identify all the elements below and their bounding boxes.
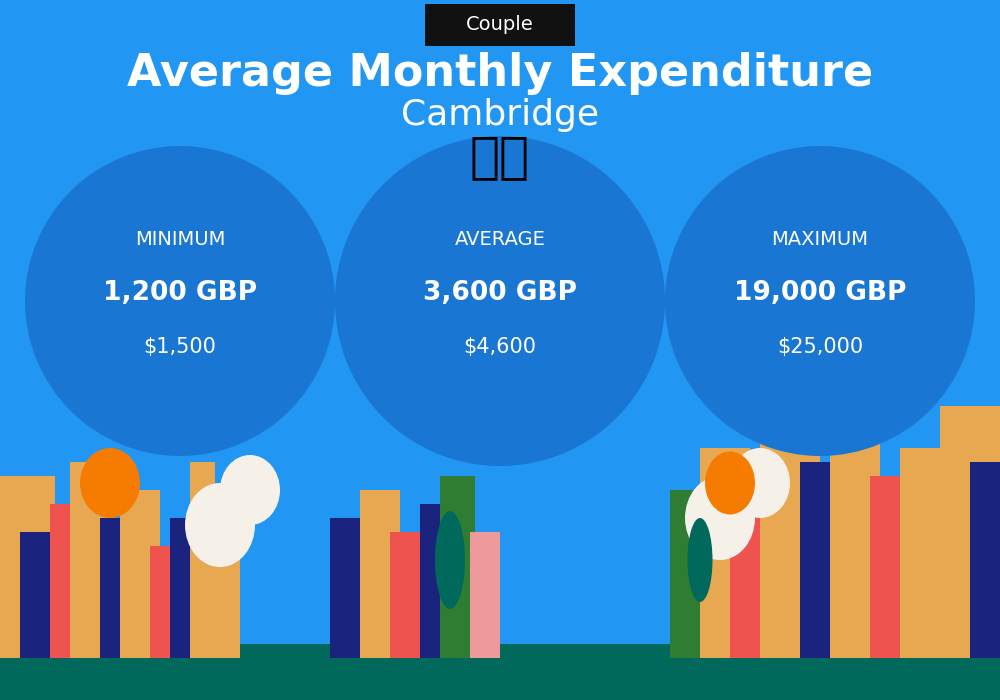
Text: $1,500: $1,500 bbox=[144, 337, 216, 356]
Ellipse shape bbox=[220, 455, 280, 525]
Bar bbox=[800, 462, 840, 658]
Bar bbox=[330, 518, 370, 658]
Ellipse shape bbox=[25, 146, 335, 456]
Ellipse shape bbox=[705, 452, 755, 514]
Bar bbox=[470, 532, 500, 658]
Bar bbox=[870, 476, 910, 658]
Text: Cambridge: Cambridge bbox=[401, 99, 599, 132]
Bar bbox=[170, 518, 205, 658]
Text: Average Monthly Expenditure: Average Monthly Expenditure bbox=[127, 52, 873, 95]
Bar bbox=[100, 518, 130, 658]
Ellipse shape bbox=[80, 448, 140, 518]
Text: AVERAGE: AVERAGE bbox=[455, 230, 545, 249]
Bar bbox=[420, 504, 460, 658]
Bar bbox=[970, 462, 1000, 658]
Ellipse shape bbox=[335, 136, 665, 466]
Ellipse shape bbox=[685, 476, 755, 560]
FancyBboxPatch shape bbox=[425, 4, 575, 46]
Text: MINIMUM: MINIMUM bbox=[135, 230, 225, 249]
Bar bbox=[670, 490, 710, 658]
Bar bbox=[0, 476, 55, 658]
Bar bbox=[210, 504, 240, 658]
Bar bbox=[730, 476, 770, 658]
Bar bbox=[70, 462, 115, 658]
Bar bbox=[390, 532, 425, 658]
Text: MAXIMUM: MAXIMUM bbox=[772, 230, 868, 249]
Text: 1,200 GBP: 1,200 GBP bbox=[103, 279, 257, 306]
Text: $4,600: $4,600 bbox=[464, 337, 536, 356]
Text: Couple: Couple bbox=[466, 15, 534, 34]
Ellipse shape bbox=[688, 518, 712, 602]
Bar bbox=[900, 448, 955, 658]
Bar bbox=[150, 546, 180, 658]
Text: $25,000: $25,000 bbox=[777, 337, 863, 356]
Bar bbox=[700, 448, 750, 658]
Text: 19,000 GBP: 19,000 GBP bbox=[734, 279, 906, 306]
Bar bbox=[120, 490, 160, 658]
Bar bbox=[0, 644, 1000, 700]
Bar bbox=[50, 504, 90, 658]
Ellipse shape bbox=[435, 511, 465, 609]
Bar bbox=[760, 434, 820, 658]
Bar bbox=[940, 406, 1000, 658]
Ellipse shape bbox=[185, 483, 255, 567]
Ellipse shape bbox=[665, 146, 975, 456]
Bar bbox=[830, 420, 880, 658]
Text: 🇬🇧: 🇬🇧 bbox=[470, 134, 530, 181]
Ellipse shape bbox=[730, 448, 790, 518]
Bar bbox=[190, 462, 215, 658]
Bar bbox=[440, 476, 475, 658]
Bar bbox=[360, 490, 400, 658]
Text: 3,600 GBP: 3,600 GBP bbox=[423, 279, 577, 306]
Bar bbox=[20, 532, 70, 658]
